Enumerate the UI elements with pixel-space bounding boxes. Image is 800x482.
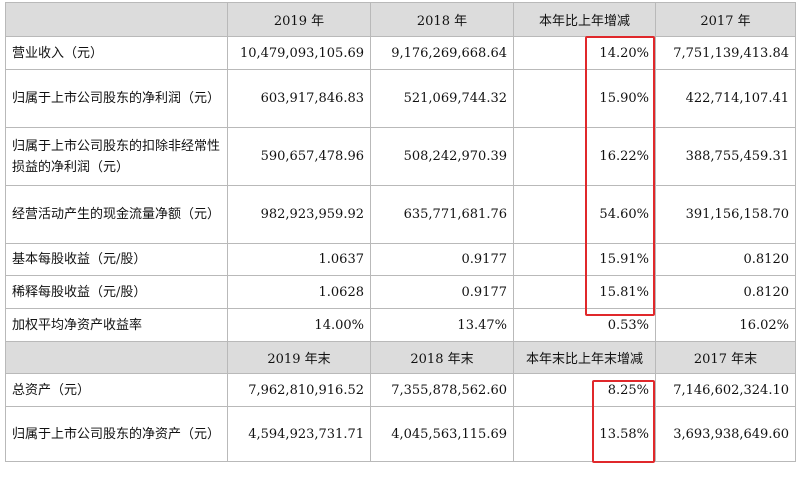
cell-2018: 635,771,681.76 [370, 185, 514, 244]
subheader-2018: 2018 年末 [370, 341, 514, 374]
header-2018: 2018 年 [370, 2, 514, 37]
cell-change: 15.81% [513, 275, 656, 309]
cell-2017: 0.8120 [655, 243, 796, 276]
cell-2017: 7,146,602,324.10 [655, 373, 796, 407]
row-label: 加权平均净资产收益率 [5, 308, 228, 342]
subheader-change: 本年末比上年末增减 [513, 341, 656, 374]
cell-2018: 0.9177 [370, 275, 514, 309]
cell-2017: 388,755,459.31 [655, 127, 796, 186]
subheader-corner-cell [5, 341, 228, 374]
row-label: 归属于上市公司股东的净利润（元） [5, 69, 228, 128]
header-2019: 2019 年 [227, 2, 371, 37]
cell-2019: 982,923,959.92 [227, 185, 371, 244]
cell-2017: 16.02% [655, 308, 796, 342]
cell-2018: 4,045,563,115.69 [370, 406, 514, 462]
cell-2019: 603,917,846.83 [227, 69, 371, 128]
table-row: 总资产（元） 7,962,810,916.52 7,355,878,562.60… [5, 373, 796, 407]
row-label: 营业收入（元） [5, 36, 228, 70]
cell-2017: 3,693,938,649.60 [655, 406, 796, 462]
header-corner-cell [5, 2, 228, 37]
cell-2019: 590,657,478.96 [227, 127, 371, 186]
header-2017: 2017 年 [655, 2, 796, 37]
cell-change: 0.53% [513, 308, 656, 342]
cell-2019: 1.0628 [227, 275, 371, 309]
cell-2018: 0.9177 [370, 243, 514, 276]
cell-change: 16.22% [513, 127, 656, 186]
cell-2018: 7,355,878,562.60 [370, 373, 514, 407]
cell-2017: 7,751,139,413.84 [655, 36, 796, 70]
table-row: 稀释每股收益（元/股） 1.0628 0.9177 15.81% 0.8120 [5, 275, 796, 309]
cell-change: 15.91% [513, 243, 656, 276]
cell-2019: 4,594,923,731.71 [227, 406, 371, 462]
cell-change: 15.90% [513, 69, 656, 128]
cell-2017: 0.8120 [655, 275, 796, 309]
cell-2018: 13.47% [370, 308, 514, 342]
cell-change: 54.60% [513, 185, 656, 244]
table-row: 归属于上市公司股东的净资产（元） 4,594,923,731.71 4,045,… [5, 406, 796, 462]
table-row: 归属于上市公司股东的净利润（元） 603,917,846.83 521,069,… [5, 69, 796, 128]
row-label: 稀释每股收益（元/股） [5, 275, 228, 309]
cell-2017: 391,156,158.70 [655, 185, 796, 244]
row-label: 经营活动产生的现金流量净额（元） [5, 185, 228, 244]
cell-2018: 508,242,970.39 [370, 127, 514, 186]
cell-change: 13.58% [513, 406, 656, 462]
cell-2019: 10,479,093,105.69 [227, 36, 371, 70]
row-label: 归属于上市公司股东的净资产（元） [5, 406, 228, 462]
subheader-2017: 2017 年末 [655, 341, 796, 374]
cell-2019: 1.0637 [227, 243, 371, 276]
table-row: 基本每股收益（元/股） 1.0637 0.9177 15.91% 0.8120 [5, 243, 796, 276]
table-row: 营业收入（元） 10,479,093,105.69 9,176,269,668.… [5, 36, 796, 70]
table-row: 归属于上市公司股东的扣除非经常性损益的净利润（元） 590,657,478.96… [5, 127, 796, 186]
cell-change: 14.20% [513, 36, 656, 70]
table-row: 经营活动产生的现金流量净额（元） 982,923,959.92 635,771,… [5, 185, 796, 244]
financial-summary-table: 2019 年 2018 年 本年比上年增减 2017 年 营业收入（元） 10,… [5, 2, 796, 462]
cell-2019: 14.00% [227, 308, 371, 342]
cell-2018: 9,176,269,668.64 [370, 36, 514, 70]
row-label: 归属于上市公司股东的扣除非经常性损益的净利润（元） [5, 127, 228, 186]
cell-2019: 7,962,810,916.52 [227, 373, 371, 407]
table-subheader-row: 2019 年末 2018 年末 本年末比上年末增减 2017 年末 [5, 341, 796, 374]
table-row: 加权平均净资产收益率 14.00% 13.47% 0.53% 16.02% [5, 308, 796, 342]
row-label: 总资产（元） [5, 373, 228, 407]
table-header-row: 2019 年 2018 年 本年比上年增减 2017 年 [5, 2, 796, 37]
cell-2017: 422,714,107.41 [655, 69, 796, 128]
row-label: 基本每股收益（元/股） [5, 243, 228, 276]
subheader-2019: 2019 年末 [227, 341, 371, 374]
cell-2018: 521,069,744.32 [370, 69, 514, 128]
header-change: 本年比上年增减 [513, 2, 656, 37]
cell-change: 8.25% [513, 373, 656, 407]
